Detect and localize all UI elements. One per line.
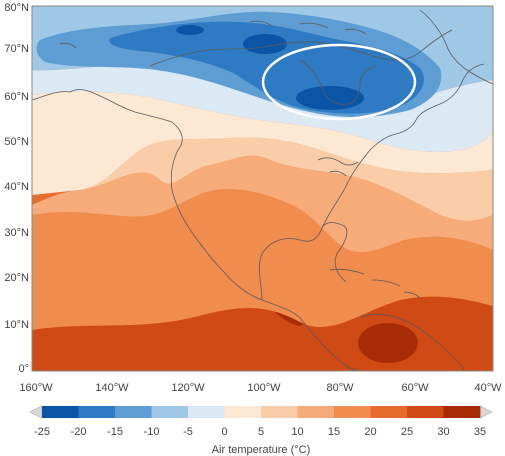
coastline-islands — [59, 20, 367, 49]
band-minus25-minus20-c — [176, 25, 204, 35]
colorbar-tick-label: -25 — [34, 426, 50, 438]
lat-tick-label: 0° — [18, 363, 29, 375]
colorbar-swatch — [297, 406, 335, 418]
map-panel — [31, 5, 494, 372]
lat-tick-label: 10°N — [4, 319, 29, 331]
colorbar-swatch — [78, 406, 116, 418]
colorbar-swatch — [334, 406, 371, 418]
colorbar-swatch — [42, 406, 79, 418]
coastline-east — [321, 63, 485, 229]
coastline-greenland — [419, 9, 493, 85]
band-minus25-minus20-b — [296, 86, 364, 110]
lat-tick-label: 70°N — [4, 43, 29, 55]
lon-tick-label: 80°W — [326, 382, 354, 394]
coastline-hudson — [299, 59, 377, 105]
lon-tick-label: 100°W — [247, 382, 281, 394]
coastline-caribbean — [329, 268, 421, 299]
colorbar: -25 -20 -15 -10 -5 0 5 10 15 20 25 30 35 Air tempera… — [29, 405, 493, 456]
coastline-south-america — [359, 313, 466, 371]
band-10-15 — [32, 130, 493, 253]
colorbar-swatch — [224, 406, 262, 418]
lat-tick-label: 30°N — [4, 227, 29, 239]
colorbar-tick-label: -10 — [144, 426, 160, 438]
colorbar-tick-label: 20 — [364, 426, 376, 438]
colorbar-tick-label: 30 — [437, 426, 449, 438]
lat-tick-label: 20°N — [4, 272, 29, 284]
colorbar-tick-label: 0 — [221, 426, 227, 438]
latitude-axis: 80°N 70°N 60°N 50°N 40°N 30°N 20°N 10°N … — [4, 2, 29, 375]
band-30-35-venezuela — [358, 323, 418, 363]
map-frame — [31, 5, 494, 372]
colorbar-end-left — [29, 405, 43, 419]
colorbar-tick-label: 5 — [258, 426, 264, 438]
colorbar-swatch — [188, 406, 225, 418]
lon-tick-label: 40°W — [474, 382, 502, 394]
lon-tick-label: 60°W — [401, 382, 429, 394]
colorbar-tick-label: 35 — [474, 426, 486, 438]
longitude-axis: 160°W 140°W 120°W 100°W 80°W 60°W 40°W — [19, 382, 502, 394]
lat-tick-label: 80°N — [4, 2, 29, 14]
colorbar-swatch — [370, 406, 408, 418]
colorbar-tick-label: 10 — [291, 426, 303, 438]
colorbar-tick-label: -15 — [107, 426, 123, 438]
temperature-field — [32, 6, 493, 371]
lon-tick-label: 140°W — [95, 382, 129, 394]
colorbar-swatch — [407, 406, 444, 418]
colorbar-end-right — [479, 405, 493, 419]
band-0-5 — [32, 91, 493, 195]
colorbar-tick-label: 25 — [401, 426, 413, 438]
colorbar-swatch — [115, 406, 152, 418]
highlight-ellipse — [261, 43, 417, 121]
colorbar-tick-label: 15 — [328, 426, 340, 438]
lat-tick-label: 40°N — [4, 181, 29, 193]
band-5-10 — [32, 110, 493, 221]
colorbar-tick-label: -5 — [183, 426, 193, 438]
lat-tick-label: 60°N — [4, 91, 29, 103]
coastline-great-lakes — [317, 157, 359, 177]
colorbar-tick-label: -20 — [71, 426, 87, 438]
band-15-20 — [32, 189, 493, 330]
lat-tick-label: 50°N — [4, 136, 29, 148]
colorbar-swatch — [261, 406, 298, 418]
lon-tick-label: 120°W — [171, 382, 205, 394]
band-minus5-0 — [32, 65, 493, 152]
coastline-alaska — [32, 89, 361, 371]
lon-tick-label: 160°W — [19, 382, 53, 394]
colorbar-title: Air temperature (°C) — [212, 444, 311, 456]
band-minus25-minus20-a — [243, 34, 287, 54]
colorbar-swatch — [443, 406, 481, 418]
colorbar-swatch — [151, 406, 189, 418]
